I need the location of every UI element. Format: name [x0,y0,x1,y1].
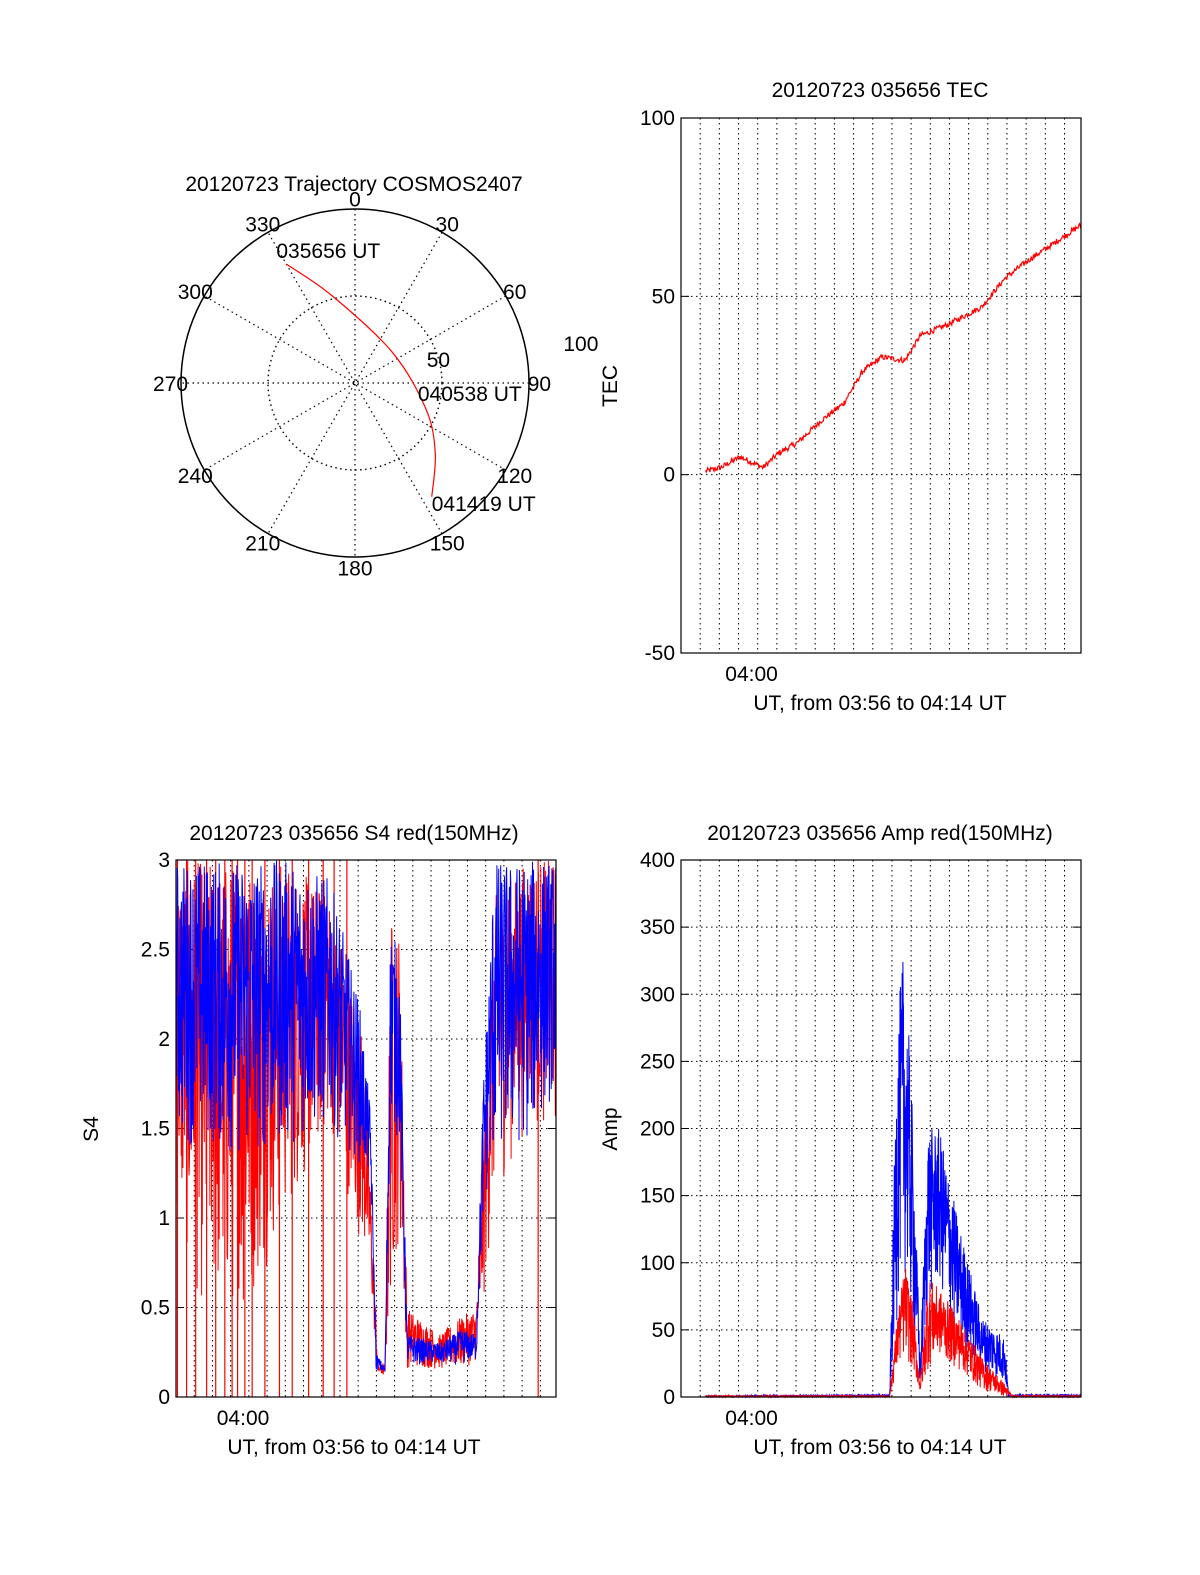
tec-xlabel: UT, from 03:56 to 04:14 UT [753,692,1006,715]
polar-angle-label: 150 [430,533,465,556]
polar-angle-label: 60 [503,281,526,304]
s4-ylabel: S4 [80,1116,103,1142]
y-tick-label: 0 [663,1386,675,1409]
amp-ylabel: Amp [599,1107,622,1150]
trajectory-title: 20120723 Trajectory COSMOS2407 [185,173,522,196]
amp-red-series [705,1268,1082,1399]
polar-angle-label: 330 [245,213,280,236]
polar-angle-label: 210 [245,533,280,556]
x-tick-label: 04:00 [725,663,778,686]
y-tick-label: 300 [640,983,675,1006]
s4-title: 20120723 035656 S4 red(150MHz) [189,822,518,845]
trajectory-panel: 20120723 Trajectory COSMOS2407 0 30 60 90 12… [153,173,598,580]
y-tick-label: 350 [640,916,675,939]
polar-angle-label: 180 [337,557,372,580]
plot-frame [680,859,1082,1398]
polar-angle-label: 240 [178,465,213,488]
y-tick-label: 100 [640,1252,675,1275]
plot-frame [175,859,557,1398]
polar-angle-label: 0 [349,189,361,212]
amp-title: 20120723 035656 Amp red(150MHz) [707,822,1053,845]
polar-spoke [267,232,443,534]
tec-panel: 20120723 035656 TEC UT, from 03:56 to 04… [599,79,1082,715]
y-tick-label: 2 [158,1028,170,1051]
s4-xlabel: UT, from 03:56 to 04:14 UT [227,1436,480,1459]
polar-ring [267,295,443,471]
y-tick-label: 1.5 [141,1118,170,1141]
y-tick-label: 100 [640,107,675,130]
polar-radius-label: 100 [563,333,598,356]
amp-panel: 20120723 035656 Amp red(150MHz) UT, from… [599,822,1082,1459]
y-tick-label: -50 [645,642,675,665]
polar-angle-label: 90 [528,373,551,396]
amp-blue-series [705,961,1082,1399]
y-tick-label: 0 [158,1386,170,1409]
polar-spoke [267,232,443,534]
s4-panel: 20120723 035656 S4 red(150MHz) UT, from … [80,822,557,1459]
polar-radius-label: 50 [427,349,450,372]
tec-series-line [704,222,1082,474]
y-tick-label: 200 [640,1118,675,1141]
y-tick-label: 3 [158,849,170,872]
polar-angle-label: 30 [436,213,459,236]
polar-angle-label: 120 [497,465,532,488]
y-tick-label: 150 [640,1185,675,1208]
plot-frame [680,117,1082,654]
s4-blue-series [175,860,557,1372]
polar-angle-label: 300 [178,281,213,304]
y-tick-label: 50 [652,285,675,308]
y-tick-label: 0 [663,464,675,487]
y-tick-label: 0.5 [141,1297,170,1320]
y-tick-label: 2.5 [141,939,170,962]
y-tick-label: 1 [158,1207,170,1230]
trajectory-annotation: 035656 UT [276,240,380,263]
y-tick-label: 50 [652,1319,675,1342]
trajectory-series-line [286,263,437,497]
x-tick-label: 04:00 [217,1407,270,1430]
trajectory-annotation: 040538 UT [418,383,522,406]
trajectory-annotation: 041419 UT [432,493,536,516]
tec-ylabel: TEC [599,365,622,407]
amp-xlabel: UT, from 03:56 to 04:14 UT [753,1436,1006,1459]
polar-angle-label: 270 [153,373,188,396]
tec-title: 20120723 035656 TEC [772,79,989,102]
y-tick-label: 250 [640,1050,675,1073]
polar-outer-circle [180,208,530,558]
y-tick-label: 400 [640,849,675,872]
x-tick-label: 04:00 [725,1407,778,1430]
